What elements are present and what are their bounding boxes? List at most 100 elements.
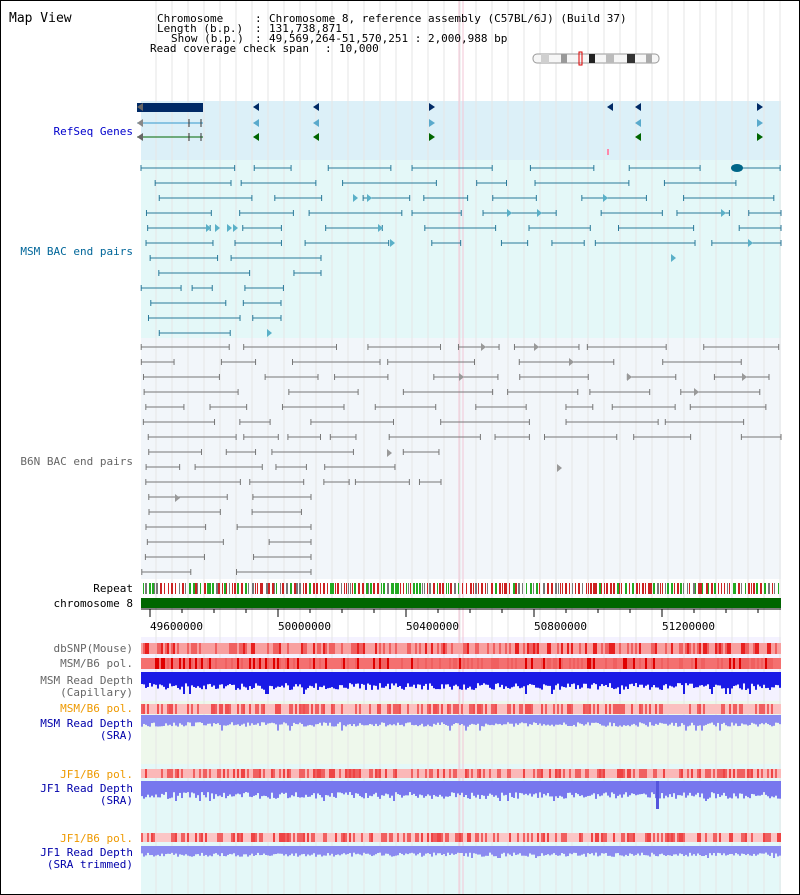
jf1-b6-pol-heat-cell — [385, 769, 387, 778]
track-label-msm-b6-pol[interactable]: MSM/B6 pol. — [60, 657, 133, 670]
msm-depth-capillary-bar — [673, 672, 675, 688]
jf1-depth-sra-bar — [463, 781, 465, 798]
msm-b6-pol2-heat-cell — [457, 704, 459, 714]
jf1-depth-trimmed-bar — [279, 846, 281, 854]
track-label-dbsnp[interactable]: dbSNP(Mouse) — [53, 642, 133, 655]
jf1-depth-trimmed-bar — [567, 846, 569, 857]
msm-b6-pol-heat-cell — [569, 658, 571, 669]
msm-depth-capillary-bar — [409, 672, 411, 687]
jf1-b6-pol-heat-cell — [349, 769, 351, 778]
jf1-depth-trimmed-bar — [441, 846, 443, 855]
msm-depth-sra-bar — [757, 715, 759, 727]
track-label-jf1-b6-pol[interactable]: JF1/B6 pol. — [60, 768, 133, 781]
jf1-b6-pol-heat-cell — [429, 769, 431, 778]
repeat-element — [711, 583, 713, 594]
repeat-element — [536, 583, 538, 594]
msm-depth-capillary-bar — [393, 672, 395, 686]
jf1-depth-trimmed-bar — [355, 846, 357, 855]
msm-b6-pol2-heat-cell — [631, 704, 633, 714]
track-label-jf1-b6-pol-2[interactable]: JF1/B6 pol. — [60, 832, 133, 845]
jf1-depth-sra-bar — [199, 781, 201, 801]
dbsnp-heat-cell — [325, 643, 327, 654]
msm-depth-sra-bar — [439, 715, 441, 725]
jf1-b6-pol2-heat-cell — [221, 833, 223, 842]
track-label-msm-read-depth-capillary[interactable]: MSM Read Depth — [40, 674, 133, 687]
track-label-msm-b6-pol-2[interactable]: MSM/B6 pol. — [60, 702, 133, 715]
msm-depth-capillary-bar — [549, 672, 551, 686]
jf1-depth-sra-bar — [507, 781, 509, 801]
jf1-b6-pol2-heat-cell — [595, 833, 597, 842]
jf1-depth-trimmed-bar — [709, 846, 711, 854]
jf1-b6-pol2-heat-cell — [299, 833, 301, 842]
msm-depth-capillary-bar — [619, 672, 621, 694]
track-label-refseq-genes[interactable]: RefSeq Genes — [53, 125, 133, 138]
msm-depth-capillary-bar — [691, 672, 693, 684]
jf1-depth-sra-bar — [317, 781, 319, 794]
jf1-depth-trimmed-bar — [463, 846, 465, 856]
dbsnp-heat-cell — [425, 643, 427, 654]
jf1-depth-trimmed-bar — [199, 846, 201, 856]
msm-depth-capillary-bar — [675, 672, 677, 687]
jf1-depth-sra-bar — [723, 781, 725, 793]
msm-depth-capillary-bar — [637, 672, 639, 688]
repeat-element — [296, 583, 298, 594]
msm-depth-capillary-bar — [659, 672, 661, 690]
msm-depth-capillary-bar — [579, 672, 581, 689]
track-label-repeat[interactable]: Repeat — [93, 582, 133, 595]
jf1-depth-sra-bar — [685, 781, 687, 798]
repeat-element — [212, 583, 214, 594]
msm-depth-capillary-bar — [487, 672, 489, 685]
dbsnp-heat-cell — [605, 643, 607, 654]
msm-depth-sra-bar — [461, 715, 463, 724]
msm-depth-sra-bar — [155, 715, 157, 727]
jf1-depth-trimmed-bar — [269, 846, 271, 856]
jf1-depth-sra-bar — [383, 781, 385, 796]
jf1-depth-trimmed-bar — [221, 846, 223, 854]
msm-depth-sra-bar — [191, 715, 193, 727]
msm-depth-capillary-bar — [575, 672, 577, 690]
msm-depth-sra-bar — [339, 715, 341, 723]
jf1-depth-sra-bar — [475, 781, 477, 798]
jf1-b6-pol-heat-cell — [193, 769, 195, 778]
track-label-jf1-read-depth-sra[interactable]: JF1 Read Depth — [40, 782, 133, 795]
dbsnp-heat-cell — [379, 643, 381, 654]
jf1-depth-sra-bar — [423, 781, 425, 798]
msm-depth-capillary-bar — [455, 672, 457, 685]
track-label-msm-bac-end-pairs[interactable]: MSM BAC end pairs — [20, 245, 133, 258]
msm-b6-pol2-heat-cell — [393, 704, 395, 714]
repeat-element — [708, 583, 709, 594]
repeat-element — [599, 583, 601, 594]
repeat-element — [680, 583, 682, 594]
jf1-depth-sra-bar — [631, 781, 633, 794]
msm-depth-capillary-bar — [495, 672, 497, 684]
jf1-depth-sra-bar — [471, 781, 473, 793]
jf1-depth-sra-bar — [371, 781, 373, 797]
msm-depth-capillary-bar — [735, 672, 737, 686]
jf1-depth-sra-bar — [573, 781, 575, 798]
jf1-depth-sra-bar — [353, 781, 355, 798]
msm-depth-capillary-bar — [211, 672, 213, 687]
msm-depth-sra-bar — [535, 715, 537, 724]
jf1-depth-trimmed-bar — [233, 846, 235, 854]
msm-depth-sra-bar — [775, 715, 777, 723]
jf1-depth-trimmed-bar — [283, 846, 285, 856]
track-label-chromosome[interactable]: chromosome 8 — [53, 597, 133, 610]
msm-depth-capillary-bar — [501, 672, 503, 685]
jf1-depth-sra-bar — [745, 781, 747, 796]
dbsnp-heat-cell — [715, 643, 717, 654]
jf1-b6-pol2-heat-cell — [349, 833, 351, 842]
jf1-depth-trimmed-bar — [725, 846, 727, 856]
jf1-b6-pol-heat-cell — [597, 769, 599, 778]
track-label-msm-read-depth-sra[interactable]: MSM Read Depth — [40, 717, 133, 730]
repeat-element — [621, 583, 622, 594]
track-label-jf1-read-depth-trimmed[interactable]: JF1 Read Depth — [40, 846, 133, 859]
msm-b6-pol2-heat-cell — [471, 704, 473, 714]
track-label-b6n-bac-end-pairs[interactable]: B6N BAC end pairs — [20, 455, 133, 468]
jf1-depth-sra-bar — [291, 781, 293, 796]
jf1-b6-pol-heat-cell — [483, 769, 485, 778]
msm-b6-pol2-heat-cell — [455, 704, 457, 714]
jf1-depth-sra-bar — [295, 781, 297, 793]
msm-depth-capillary-bar — [367, 672, 369, 684]
repeat-element — [582, 583, 583, 594]
jf1-depth-sra-bar — [611, 781, 613, 793]
